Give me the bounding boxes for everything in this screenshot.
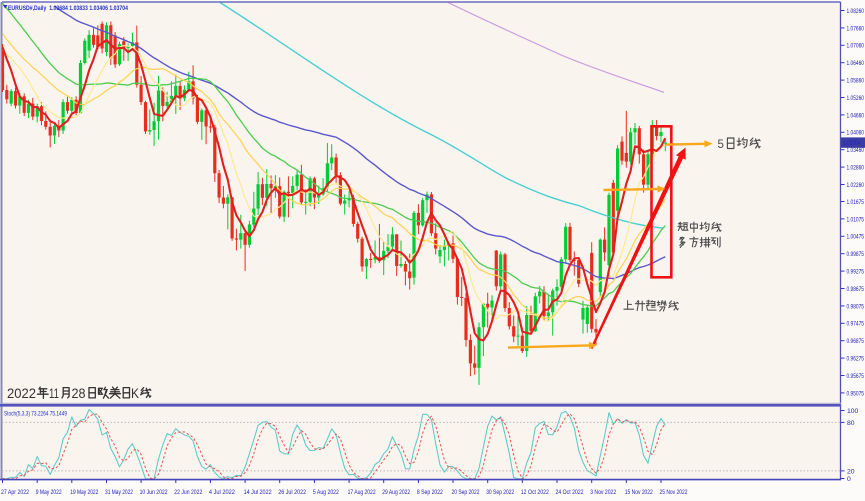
svg-text:1.03460: 1.03460 (847, 147, 865, 154)
svg-text:0: 0 (847, 476, 851, 483)
svg-text:1.01075: 1.01075 (847, 216, 865, 223)
svg-text:0.98675: 0.98675 (847, 286, 865, 293)
svg-text:EURUSD#,Daily 1.03684 1.03833: EURUSD#,Daily 1.03684 1.03833 1.03406 1.… (8, 5, 128, 12)
svg-text:0.95075: 0.95075 (847, 390, 865, 397)
svg-text:17 Aug 2022: 17 Aug 2022 (348, 489, 376, 496)
svg-text:1.02260: 1.02260 (847, 182, 865, 189)
svg-text:1.07660: 1.07660 (847, 25, 865, 32)
svg-text:5 Aug 2022: 5 Aug 2022 (313, 489, 339, 496)
svg-text:0.99275: 0.99275 (847, 269, 865, 276)
svg-text:0.98075: 0.98075 (847, 303, 865, 310)
svg-text:5: 5 (718, 139, 724, 151)
svg-text:19 May 2022: 19 May 2022 (70, 489, 98, 496)
svg-text:1.00475: 1.00475 (847, 234, 865, 241)
svg-text:9 May 2022: 9 May 2022 (36, 489, 62, 496)
svg-text:8 Sep 2022: 8 Sep 2022 (417, 489, 443, 496)
svg-text:20 Sep 2022: 20 Sep 2022 (452, 489, 480, 496)
svg-text:K: K (131, 385, 140, 401)
svg-text:24 Oct 2022: 24 Oct 2022 (556, 489, 584, 496)
svg-text:10 Jun 2022: 10 Jun 2022 (140, 489, 168, 496)
svg-text:28: 28 (72, 385, 86, 401)
svg-text:0.97475: 0.97475 (847, 321, 865, 328)
svg-text:1.07060: 1.07060 (847, 43, 865, 50)
svg-text:14 Jul 2022: 14 Jul 2022 (244, 489, 272, 496)
svg-text:11: 11 (49, 385, 59, 401)
svg-text:2022: 2022 (7, 385, 36, 401)
svg-text:15 Nov 2022: 15 Nov 2022 (625, 489, 653, 496)
svg-text:29 Aug 2022: 29 Aug 2022 (382, 489, 410, 496)
svg-text:1.04060: 1.04060 (847, 130, 865, 137)
svg-text:22 Jun 2022: 22 Jun 2022 (174, 489, 202, 496)
svg-text:1.08260: 1.08260 (847, 8, 865, 15)
svg-text:27 Apr 2022: 27 Apr 2022 (1, 489, 29, 496)
svg-text:80: 80 (847, 420, 855, 427)
svg-text:1.05860: 1.05860 (847, 78, 865, 85)
svg-text:1.04660: 1.04660 (847, 112, 865, 119)
svg-text:1.01675: 1.01675 (847, 199, 865, 206)
svg-text:Stoch(5,3,3) 73.2264 75.1449: Stoch(5,3,3) 73.2264 75.1449 (4, 411, 67, 418)
svg-text:0.96275: 0.96275 (847, 356, 865, 363)
svg-text:4 Jul 2022: 4 Jul 2022 (209, 489, 235, 496)
svg-text:31 May 2022: 31 May 2022 (105, 489, 133, 496)
svg-text:100: 100 (847, 408, 859, 415)
svg-text:25 Nov 2022: 25 Nov 2022 (660, 489, 688, 496)
svg-text:1.05260: 1.05260 (847, 95, 865, 102)
svg-text:30 Sep 2022: 30 Sep 2022 (486, 489, 514, 496)
svg-text:1.03704: 1.03704 (843, 140, 861, 147)
svg-text:0.95675: 0.95675 (847, 373, 865, 380)
svg-text:3 Nov 2022: 3 Nov 2022 (590, 489, 616, 496)
svg-text:20: 20 (847, 469, 855, 476)
svg-text:0.96875: 0.96875 (847, 338, 865, 345)
svg-text:12 Oct 2022: 12 Oct 2022 (521, 489, 549, 496)
svg-text:1.06460: 1.06460 (847, 60, 865, 67)
svg-text:1.02860: 1.02860 (847, 165, 865, 172)
svg-text:0.99875: 0.99875 (847, 251, 865, 258)
svg-text:26 Jul 2022: 26 Jul 2022 (278, 489, 306, 496)
